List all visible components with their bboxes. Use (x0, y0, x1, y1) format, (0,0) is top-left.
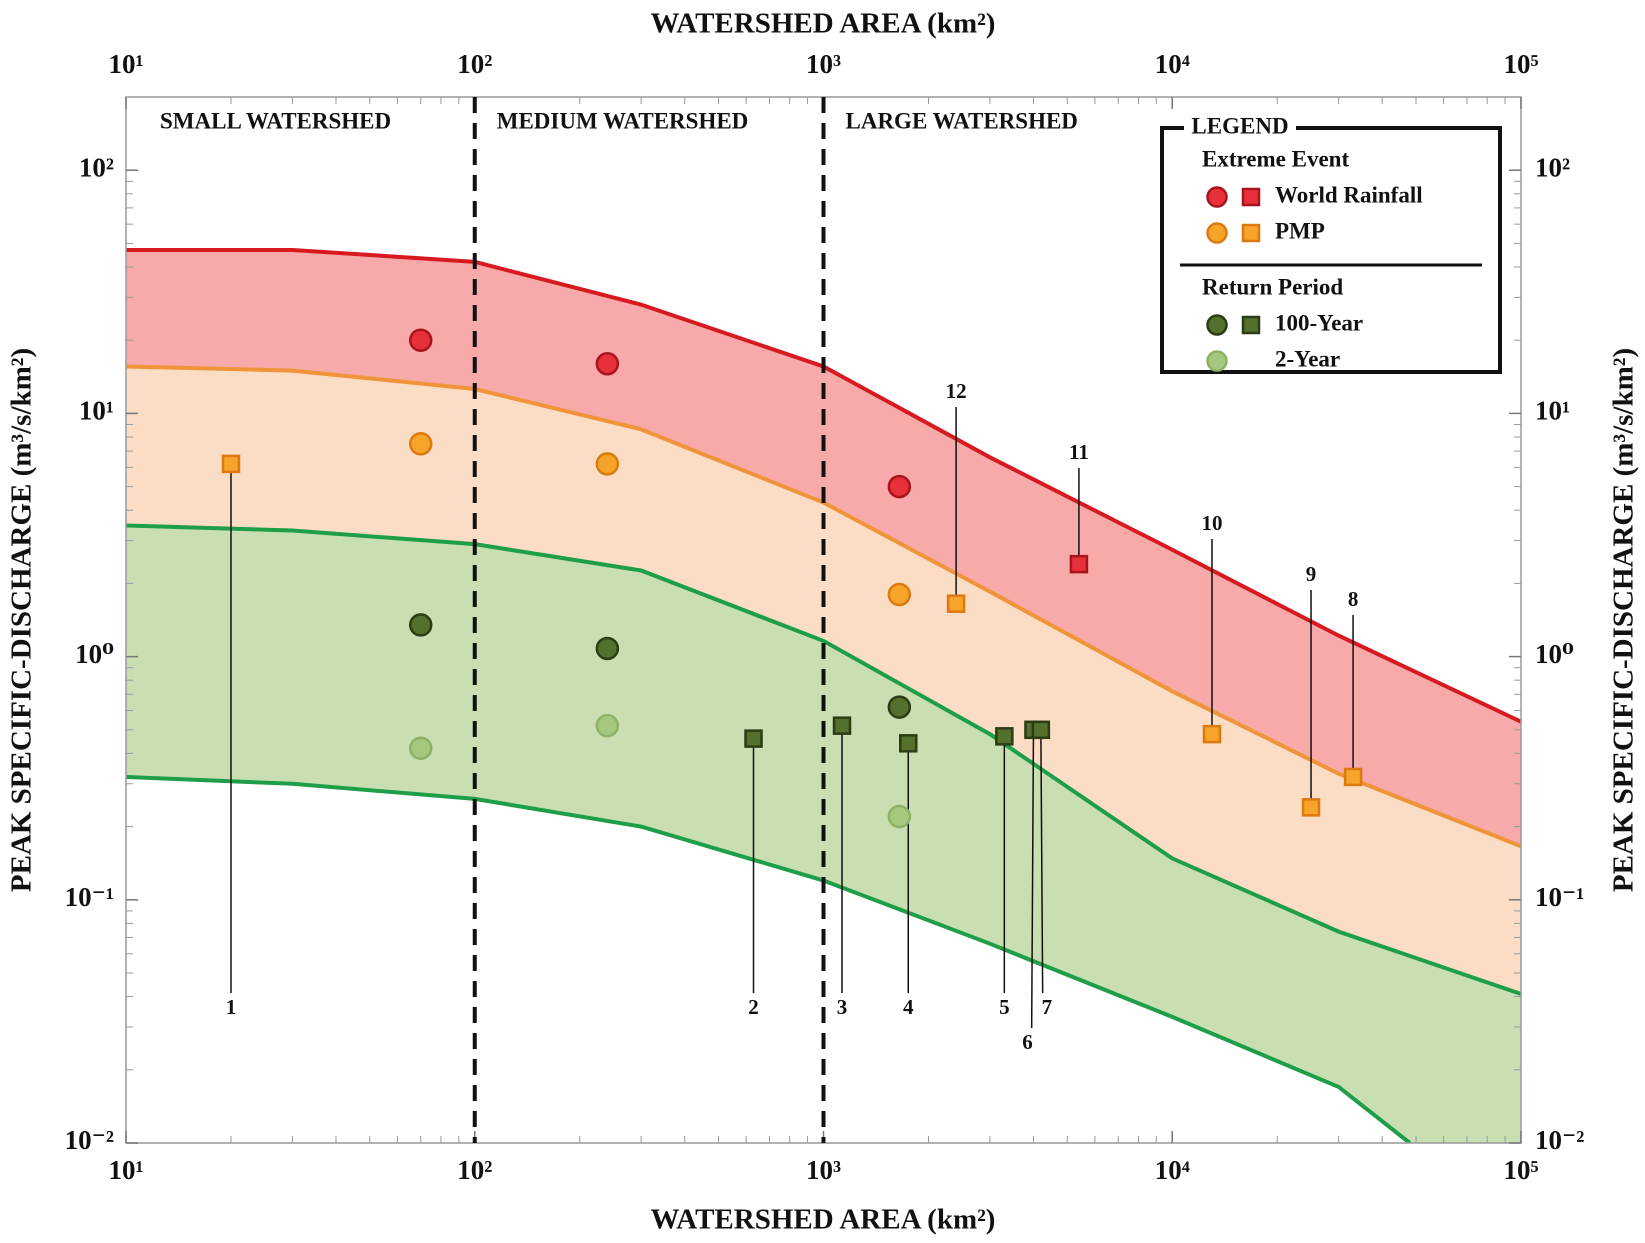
square-marker (1343, 767, 1363, 787)
circle-marker (408, 613, 433, 637)
y-tick-label-right: 10⁻¹ (1535, 882, 1584, 912)
square-marker (1031, 720, 1051, 740)
legend-circle (1206, 186, 1228, 208)
circle-marker (408, 328, 433, 352)
square-marker (995, 727, 1014, 746)
legend-group-title: Extreme Event (1202, 146, 1349, 171)
x-tick-label: 10³ (806, 1155, 841, 1185)
y-tick-label: 10⁻¹ (65, 882, 114, 912)
square-marker (744, 729, 763, 748)
point-label: 5 (999, 995, 1010, 1019)
legend-title-gap (1184, 122, 1296, 134)
x-tick-label-top: 10² (457, 49, 492, 79)
x-tick-label-top: 10⁵ (1503, 49, 1538, 79)
point-label: 10 (1201, 511, 1222, 535)
circle-marker (887, 804, 912, 829)
point-label: 7 (1042, 995, 1053, 1019)
circle-marker (595, 636, 620, 661)
legend-group-title: Return Period (1202, 274, 1343, 299)
legend-label: PMP (1275, 218, 1325, 243)
y-tick-label-right: 10⁰ (1535, 639, 1574, 669)
circle-marker (595, 452, 620, 476)
circle-marker (887, 582, 912, 607)
square-marker (221, 454, 241, 474)
y-axis-title: PEAK SPECIFIC-DISCHARGE (m³/s/km²) (6, 348, 38, 892)
x-tick-label-top: 10³ (806, 49, 841, 79)
circle-marker (595, 352, 620, 376)
legend-label: World Rainfall (1275, 182, 1423, 207)
x-tick-label: 10⁵ (1503, 1155, 1538, 1185)
legend-title: LEGEND (1191, 113, 1288, 138)
x-tick-label-top: 10⁴ (1155, 49, 1190, 79)
y-tick-label: 10¹ (79, 396, 114, 426)
x-tick-label: 10⁴ (1155, 1155, 1190, 1185)
point-label: 4 (903, 995, 914, 1019)
region-label: MEDIUM WATERSHED (497, 108, 749, 133)
y-tick-label-right: 10¹ (1535, 396, 1570, 426)
square-marker (1301, 798, 1321, 817)
y-tick-label-right: 10² (1535, 152, 1570, 182)
point-label: 3 (837, 995, 848, 1019)
legend-circle (1206, 222, 1228, 244)
legend-square (1241, 223, 1261, 243)
x-tick-label: 10¹ (108, 1155, 143, 1185)
square-marker (899, 734, 918, 753)
circle-marker (595, 713, 620, 738)
y-tick-label-right: 10⁻² (1535, 1125, 1584, 1155)
point-label: 11 (1069, 440, 1089, 464)
point-label: 1 (226, 995, 237, 1019)
circle-marker (408, 736, 433, 760)
legend-label: 2-Year (1275, 346, 1340, 371)
leader-line (1040, 729, 1044, 994)
y-axis-title-right: PEAK SPECIFIC-DISCHARGE (m³/s/km²) (1608, 348, 1640, 892)
point-label: 8 (1348, 587, 1359, 611)
point-label: 12 (946, 379, 967, 403)
region-label: LARGE WATERSHED (846, 108, 1078, 133)
x-axis-title: WATERSHED AREA (km²) (651, 1204, 996, 1236)
legend-label: 100-Year (1275, 310, 1363, 335)
legend-circle (1206, 314, 1228, 336)
circle-marker (887, 695, 912, 719)
legend-square (1241, 315, 1261, 335)
markers (221, 328, 1363, 829)
x-axis-title-top: WATERSHED AREA (km²) (651, 8, 996, 40)
point-label: 2 (748, 995, 759, 1019)
point-label: 9 (1306, 562, 1317, 586)
envelope-curve (126, 523, 1521, 996)
point-label: 6 (1022, 1030, 1033, 1054)
y-tick-label: 10⁻² (65, 1125, 114, 1155)
y-tick-label: 10⁰ (75, 639, 114, 669)
legend-circle (1206, 350, 1228, 372)
square-marker (1069, 554, 1089, 574)
circle-marker (887, 474, 912, 499)
legend-square (1241, 187, 1261, 207)
y-tick-label: 10² (79, 152, 114, 182)
leader-line (1030, 729, 1035, 1029)
x-tick-label: 10² (457, 1155, 492, 1185)
circle-marker (408, 432, 433, 456)
square-marker (1202, 724, 1222, 744)
square-marker (832, 716, 852, 735)
legend: LEGEND Extreme Event World Rainfall PMP Retu… (1160, 113, 1502, 374)
region-label: SMALL WATERSHED (160, 108, 391, 133)
x-tick-label-top: 10¹ (108, 49, 143, 79)
square-marker (946, 594, 966, 613)
